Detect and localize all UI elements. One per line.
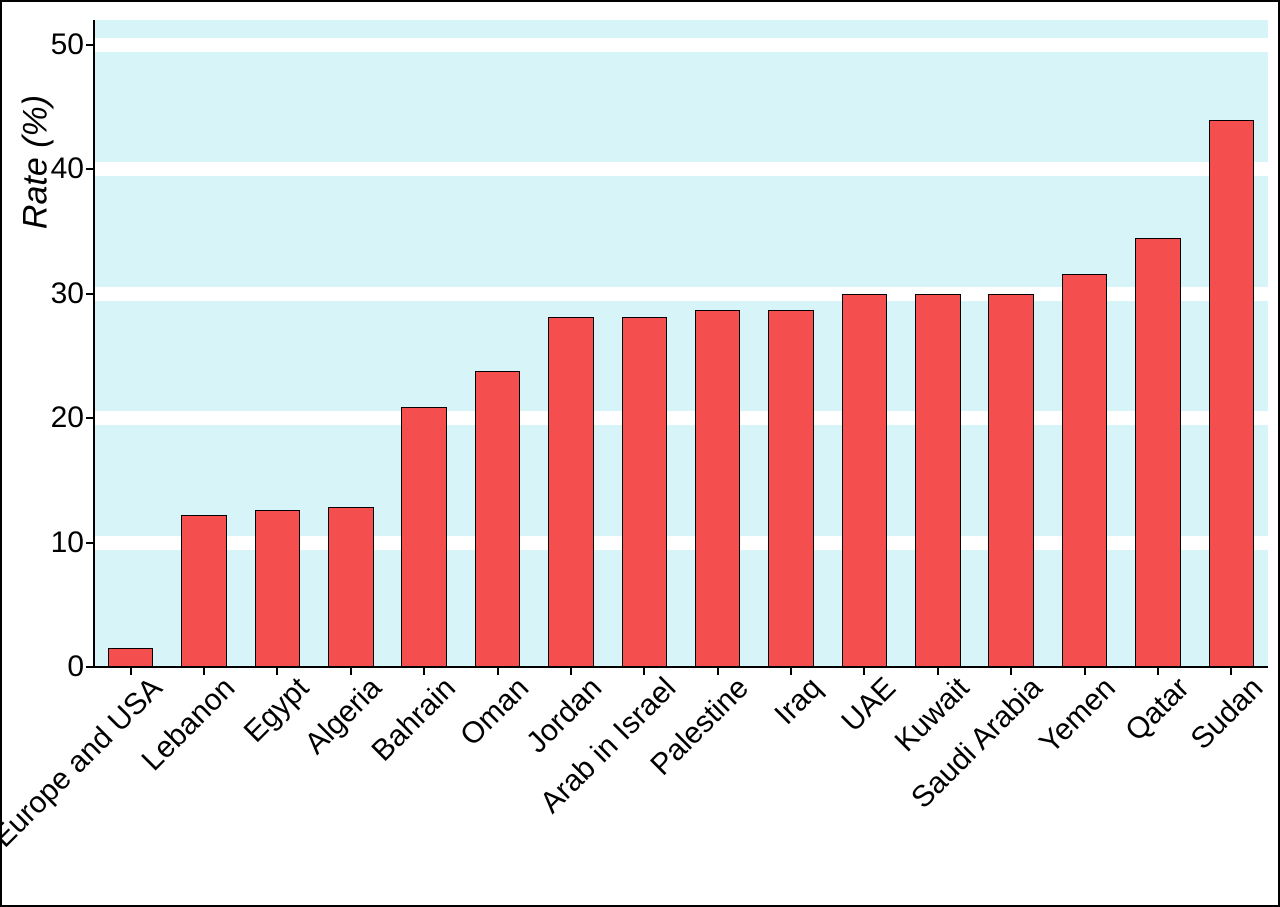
bar: [1209, 120, 1254, 667]
x-tick-mark: [790, 667, 792, 675]
x-tick-label: Sudan: [1180, 667, 1270, 757]
bar: [1135, 238, 1180, 667]
bar: [475, 371, 520, 667]
bar: [988, 294, 1033, 667]
bar: [255, 510, 300, 667]
chart-frame: 01020304050Europe and USALebanonEgyptAlg…: [0, 0, 1280, 907]
x-tick-mark: [1157, 667, 1159, 675]
bar: [695, 310, 740, 667]
gridline: [94, 38, 1268, 52]
bar: [842, 294, 887, 667]
bar: [915, 294, 960, 667]
x-tick-mark: [1084, 667, 1086, 675]
bar: [108, 648, 153, 667]
bar: [401, 407, 446, 667]
x-tick-mark: [937, 667, 939, 675]
y-axis-label: Rate (%): [17, 95, 56, 229]
x-tick-mark: [276, 667, 278, 675]
bar: [548, 317, 593, 667]
x-tick-mark: [423, 667, 425, 675]
x-tick-mark: [1230, 667, 1232, 675]
plot-area: 01020304050Europe and USALebanonEgyptAlg…: [94, 20, 1268, 667]
x-tick-mark: [863, 667, 865, 675]
x-tick-label: Qatar: [1115, 667, 1196, 748]
x-tick-mark: [643, 667, 645, 675]
x-tick-label: Iraq: [765, 667, 830, 732]
x-axis-line: [93, 666, 1268, 668]
bar: [181, 515, 226, 667]
gridline: [94, 162, 1268, 176]
y-axis-line: [93, 20, 95, 667]
x-tick-mark: [130, 667, 132, 675]
x-tick-mark: [1010, 667, 1012, 675]
x-tick-mark: [203, 667, 205, 675]
x-tick-mark: [570, 667, 572, 675]
x-tick-mark: [717, 667, 719, 675]
x-tick-label: Oman: [450, 667, 536, 753]
bar: [1062, 274, 1107, 667]
bar: [622, 317, 667, 667]
x-tick-mark: [497, 667, 499, 675]
x-tick-label: Yemen: [1029, 667, 1123, 761]
bar: [328, 507, 373, 668]
bar: [768, 310, 813, 667]
x-tick-mark: [350, 667, 352, 675]
